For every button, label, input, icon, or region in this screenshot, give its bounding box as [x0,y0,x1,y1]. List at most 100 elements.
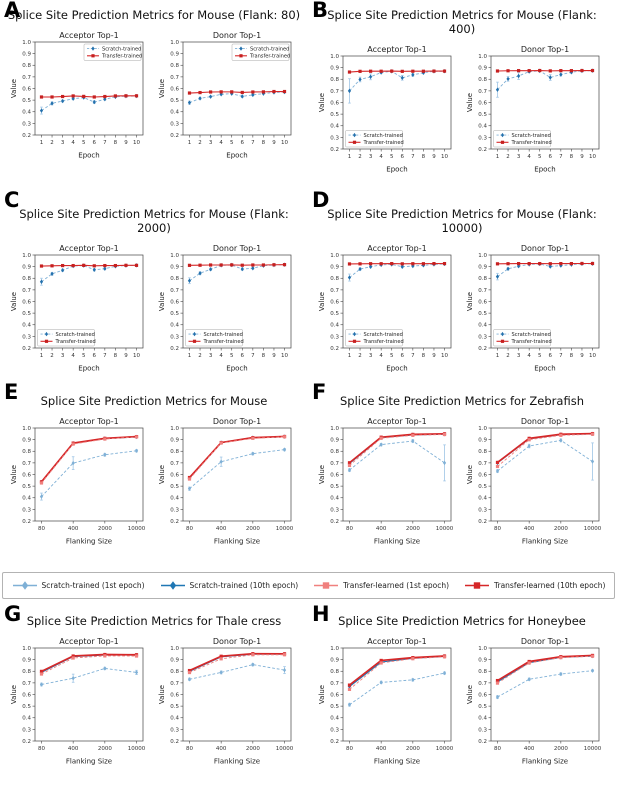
plot-background [465,43,607,175]
marker-diamond [198,271,202,276]
svg-text:10000: 10000 [276,526,294,532]
svg-text:10: 10 [133,140,140,146]
svg-text:0.3: 0.3 [478,334,487,340]
shared-legend: Scratch-trained (1st epoch) Scratch-trai… [1,572,616,599]
marker-square [559,69,563,73]
panel-letter-h: H [312,602,330,626]
marker-square [369,69,373,73]
marker-square [71,263,75,268]
marker-square [103,437,107,441]
svg-text:0.3: 0.3 [170,727,179,733]
svg-text:0.3: 0.3 [22,727,31,733]
marker-diamond [240,94,244,99]
legend-label: Transfer-learned (1st epoch) [343,581,449,590]
x-axis-label: Flanking Size [374,538,420,546]
svg-text:0.7: 0.7 [478,461,487,467]
x-axis-label: Flanking Size [66,538,112,546]
marker-square [559,262,563,266]
marker-diamond [39,682,44,687]
marker-square [282,435,287,439]
axes: 0.2 0.3 0.4 0.5 0.6 0.7 0.8 0.9 1.0 1 2 3 4 5 6 7 8 9 10 [22,40,144,146]
marker-square [187,668,192,673]
svg-text:0.6: 0.6 [22,692,31,698]
marker-square [61,94,65,99]
marker-square [432,262,436,266]
panel-letter-d: D [312,188,330,212]
y-axis-label: Value [318,292,326,311]
svg-text:Transfer-trained: Transfer-trained [203,339,244,345]
svg-text:7: 7 [411,353,415,359]
x-axis-label: Epoch [534,365,555,373]
svg-text:400: 400 [376,746,387,752]
shared-legend-row: Scratch-trained (1st epoch) Scratch-trai… [0,572,617,599]
svg-text:400: 400 [524,746,535,752]
marker-square [517,69,521,73]
marker-square [590,654,595,658]
series-transfer-learned-1st-epoch- [39,435,139,485]
svg-text:Scratch-trained: Scratch-trained [102,46,141,52]
marker-square [39,669,44,673]
subplot-title: Acceptor Top-1 [367,417,426,426]
marker-diamond [352,331,357,337]
marker-square [500,140,505,144]
marker-square [411,69,415,73]
marker-square [527,661,531,665]
svg-text:1.0: 1.0 [330,426,339,432]
svg-text:0.6: 0.6 [170,299,179,305]
axes: 0.2 0.3 0.4 0.5 0.6 0.7 0.8 0.9 1.0 1 2 3 4 5 6 7 8 9 10 [478,54,600,160]
svg-text:0.2: 0.2 [478,739,487,745]
panel-d: D Splice Site Prediction Metrics for Mou… [308,185,616,374]
marker-square [421,262,425,266]
subplot-title: Donor Top-1 [521,637,569,646]
svg-text:0.3: 0.3 [22,507,31,513]
svg-text:4: 4 [71,140,75,146]
marker-square [411,657,415,661]
marker-square [352,140,357,144]
marker-diamond [61,268,65,273]
marker-square [113,94,117,98]
legend-entry-scratch-1st: Scratch-trained (1st epoch) [12,576,145,595]
marker-square [347,461,352,465]
marker-square [187,263,192,267]
marker-square [103,654,107,658]
marker-square [347,463,352,468]
svg-text:5: 5 [230,140,234,146]
svg-text:Transfer-trained: Transfer-trained [363,339,404,345]
svg-text:6: 6 [401,154,405,160]
marker-square [590,432,595,436]
marker-square [400,69,404,73]
svg-text:3: 3 [369,154,373,160]
svg-text:0.9: 0.9 [22,52,31,58]
marker-diamond [230,91,234,96]
subplot-title: Donor Top-1 [521,45,569,54]
svg-text:7: 7 [559,353,563,359]
marker-square [580,261,584,266]
svg-text:1.0: 1.0 [478,646,487,652]
axes: 0.2 0.3 0.4 0.5 0.6 0.7 0.8 0.9 1.0 1 2 3 4 5 6 7 8 9 10 [478,253,600,359]
x-axis-label: Epoch [78,365,99,373]
chart-h-donor: Donor Top-1 0.2 0.3 0.4 0.5 0.6 0.7 0.8 0.9 1.0 80… [465,635,607,767]
svg-text:4: 4 [219,140,223,146]
legend-label: Scratch-trained (1st epoch) [41,581,145,590]
legend-entry-scratch-10th: Scratch-trained (10th epoch) [160,576,298,595]
svg-text:0.4: 0.4 [478,124,487,130]
svg-text:0.5: 0.5 [170,311,179,317]
svg-text:1.0: 1.0 [478,253,487,259]
plot-background [9,635,151,767]
marker-square [134,435,139,439]
svg-text:5: 5 [82,353,86,359]
series-transfer-learned-1st-epoch- [347,432,447,468]
svg-text:0.4: 0.4 [22,110,31,116]
marker-square [251,436,255,440]
svg-text:7: 7 [251,140,255,146]
marker-square [272,263,276,267]
panel-g: G Splice Site Prediction Metrics for Tha… [0,600,308,767]
x-axis-label: Flanking Size [214,758,260,766]
svg-text:1: 1 [40,140,44,146]
svg-text:8: 8 [422,154,426,160]
svg-text:0.4: 0.4 [170,323,179,329]
svg-text:0.2: 0.2 [170,739,179,745]
x-axis-label: Epoch [226,152,247,160]
svg-text:1: 1 [348,353,352,359]
svg-text:0.2: 0.2 [478,147,487,153]
